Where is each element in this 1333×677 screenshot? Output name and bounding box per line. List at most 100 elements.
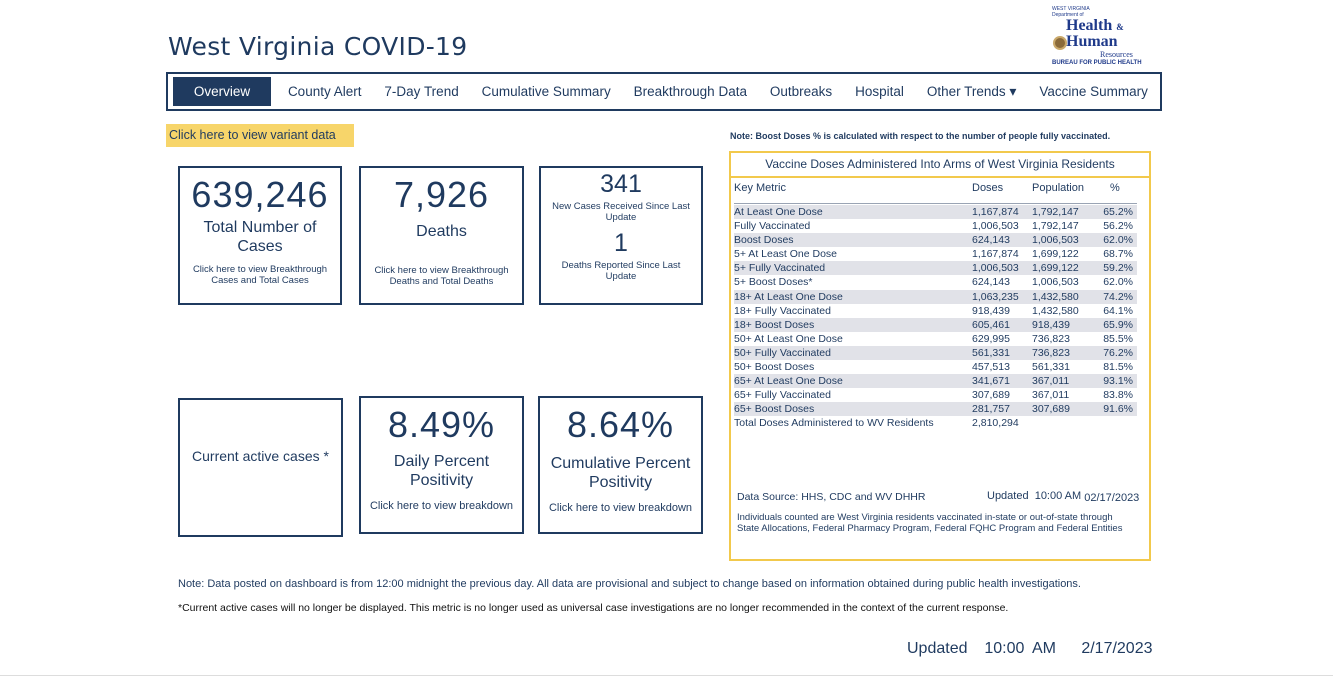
doses-cell: 457,513	[972, 361, 1010, 374]
doses-cell: 1,167,874	[972, 206, 1019, 218]
population-cell: 367,011	[1032, 389, 1070, 402]
population-cell: 367,011	[1032, 375, 1070, 388]
total-doses: 2,810,294	[972, 417, 1019, 430]
vaccine-table-panel: Vaccine Doses Administered Into Arms of …	[729, 151, 1151, 561]
new-cases-label: New Cases Received Since Last Update	[552, 201, 690, 223]
cumulative-positivity-value: 8.64%	[566, 404, 675, 445]
table-row: At Least One Dose 1,167,874 1,792,147 65.2%	[734, 205, 1137, 220]
tab-label: Other Trends	[926, 84, 1006, 99]
percent-cell: 62.0%	[1103, 276, 1133, 289]
total-row: Total Doses Administered to WV Residents…	[734, 416, 1137, 430]
population-cell: 1,699,122	[1032, 248, 1079, 261]
breakthrough-deaths-link[interactable]: Click here to view Breakthrough Deaths a…	[374, 265, 509, 287]
metric-cell: Boost Doses	[734, 234, 794, 247]
population-cell: 1,006,503	[1032, 276, 1079, 289]
tab-vaccine-summary[interactable]: Vaccine Summary	[1039, 84, 1148, 99]
boost-note: Note: Boost Doses % is calculated with r…	[730, 131, 1111, 141]
total-cases-label: Total Number of Cases	[203, 219, 317, 255]
percent-cell: 74.2%	[1103, 290, 1133, 303]
cumulative-positivity-card[interactable]: 8.64% Cumulative Percent Positivity Clic…	[538, 396, 703, 534]
header-key-metric: Key Metric	[734, 182, 786, 194]
doses-cell: 341,671	[972, 375, 1010, 388]
tab-breakthrough-data[interactable]: Breakthrough Data	[633, 84, 747, 99]
table-row: 5+ At Least One Dose 1,167,874 1,699,122 68…	[734, 247, 1137, 261]
updated-date: 02/17/2023	[1084, 492, 1140, 504]
variant-data-link[interactable]: Click here to view variant data	[166, 124, 354, 147]
metric-cell: 65+ At Least One Dose	[734, 375, 843, 388]
logo-text: Resources	[1100, 50, 1133, 59]
new-deaths-label: Deaths Reported Since Last Update	[561, 260, 681, 282]
logo-text: Department of	[1052, 12, 1084, 18]
percent-cell: 65.9%	[1103, 318, 1133, 331]
percent-cell: 59.2%	[1103, 262, 1133, 275]
vaccine-updated: Updated 10:00 AM 02/17/2023	[987, 490, 1140, 504]
percent-cell: 62.0%	[1103, 234, 1133, 247]
tab-overview[interactable]: Overview	[173, 77, 271, 106]
updated-label: Updated 10:00 AM	[987, 490, 1082, 502]
page-title: West Virginia COVID-19	[168, 32, 468, 61]
deaths-label: Deaths	[416, 223, 467, 240]
logo-amp: &	[1116, 22, 1124, 32]
table-body: At Least One Dose 1,167,874 1,792,147 65.2%…	[734, 205, 1137, 431]
deaths-card[interactable]: 7,926 Deaths Click here to view Breakthr…	[359, 166, 524, 305]
percent-cell: 81.5%	[1103, 361, 1133, 374]
breakthrough-cases-link[interactable]: Click here to view Breakthrough Cases an…	[192, 264, 328, 286]
table-row: 65+ At Least One Dose 341,671 367,011 93.1%	[734, 374, 1137, 389]
doses-cell: 629,995	[972, 332, 1010, 345]
vaccine-table-title: Vaccine Doses Administered Into Arms of …	[731, 153, 1149, 178]
wv-dhhr-logo: WEST VIRGINIA Department of Health & Huma…	[1052, 6, 1164, 68]
doses-cell: 307,689	[972, 389, 1010, 402]
percent-cell: 91.6%	[1103, 403, 1133, 416]
tab-county-alert[interactable]: County Alert	[287, 84, 362, 99]
table-row: 18+ Boost Doses 605,461 918,439 65.9%	[734, 317, 1137, 332]
footer-updated: Updated 10:00 AM 2/17/2023	[907, 640, 1153, 657]
table-row: 65+ Boost Doses 281,757 307,689 91.6%	[734, 402, 1137, 417]
data-source: Data Source: HHS, CDC and WV DHHR	[737, 491, 926, 503]
metric-cell: 50+ Boost Doses	[734, 361, 815, 374]
tab-7-day-trend[interactable]: 7-Day Trend	[384, 84, 459, 99]
cumulative-breakdown-link[interactable]: Click here to view breakdown	[548, 502, 693, 514]
metric-cell: 5+ Fully Vaccinated	[734, 262, 826, 275]
population-cell: 1,792,147	[1032, 206, 1079, 218]
percent-cell: 83.8%	[1103, 389, 1133, 402]
active-cases-note: *Current active cases will no longer be …	[178, 602, 1009, 614]
logo-text: BUREAU FOR PUBLIC HEALTH	[1052, 60, 1142, 66]
seal-icon	[1053, 36, 1067, 50]
doses-cell: 1,063,235	[972, 290, 1019, 303]
metric-cell: 18+ At Least One Dose	[734, 290, 843, 303]
tab-other-trends[interactable]: Other Trends ▾	[921, 77, 1023, 106]
new-cases-value: 341	[600, 170, 642, 198]
population-cell: 1,006,503	[1032, 234, 1079, 247]
logo-text: Health &	[1066, 18, 1164, 34]
daily-positivity-card[interactable]: 8.49% Daily Percent Positivity Click her…	[359, 396, 524, 534]
deaths-value: 7,926	[393, 174, 490, 215]
nav-bar: Overview County Alert 7-Day Trend Cumula…	[166, 72, 1162, 111]
table-row: 50+ At Least One Dose 629,995 736,823 85.5%	[734, 332, 1137, 346]
new-deaths-value: 1	[614, 229, 628, 257]
active-cases-label: Current active cases *	[192, 448, 329, 464]
population-cell: 736,823	[1032, 332, 1070, 345]
population-cell: 561,331	[1032, 361, 1070, 374]
tab-hospital[interactable]: Hospital	[855, 84, 904, 99]
population-cell: 736,823	[1032, 346, 1070, 359]
doses-cell: 624,143	[972, 276, 1010, 289]
population-cell: 1,699,122	[1032, 262, 1079, 275]
doses-cell: 605,461	[972, 318, 1010, 331]
table-row: 50+ Boost Doses 457,513 561,331 81.5%	[734, 360, 1137, 374]
total-cases-card[interactable]: 639,246 Total Number of Cases Click here…	[178, 166, 342, 305]
daily-breakdown-link[interactable]: Click here to view breakdown	[369, 500, 514, 512]
metric-cell: 50+ At Least One Dose	[734, 332, 843, 345]
doses-cell: 624,143	[972, 234, 1010, 247]
divider	[0, 675, 1333, 676]
table-row: Boost Doses 624,143 1,006,503 62.0%	[734, 233, 1137, 248]
table-row: 5+ Boost Doses* 624,143 1,006,503 62.0%	[734, 275, 1137, 289]
doses-cell: 1,006,503	[972, 220, 1019, 233]
table-row: Fully Vaccinated 1,006,503 1,792,147 56.2%	[734, 219, 1137, 233]
logo-health: Health	[1066, 17, 1113, 34]
tab-outbreaks[interactable]: Outbreaks	[769, 84, 833, 99]
percent-cell: 64.1%	[1103, 304, 1133, 317]
population-cell: 1,792,147	[1032, 220, 1079, 233]
tab-cumulative-summary[interactable]: Cumulative Summary	[481, 84, 611, 99]
doses-cell: 918,439	[972, 304, 1010, 317]
header-doses: Doses	[972, 182, 1004, 194]
